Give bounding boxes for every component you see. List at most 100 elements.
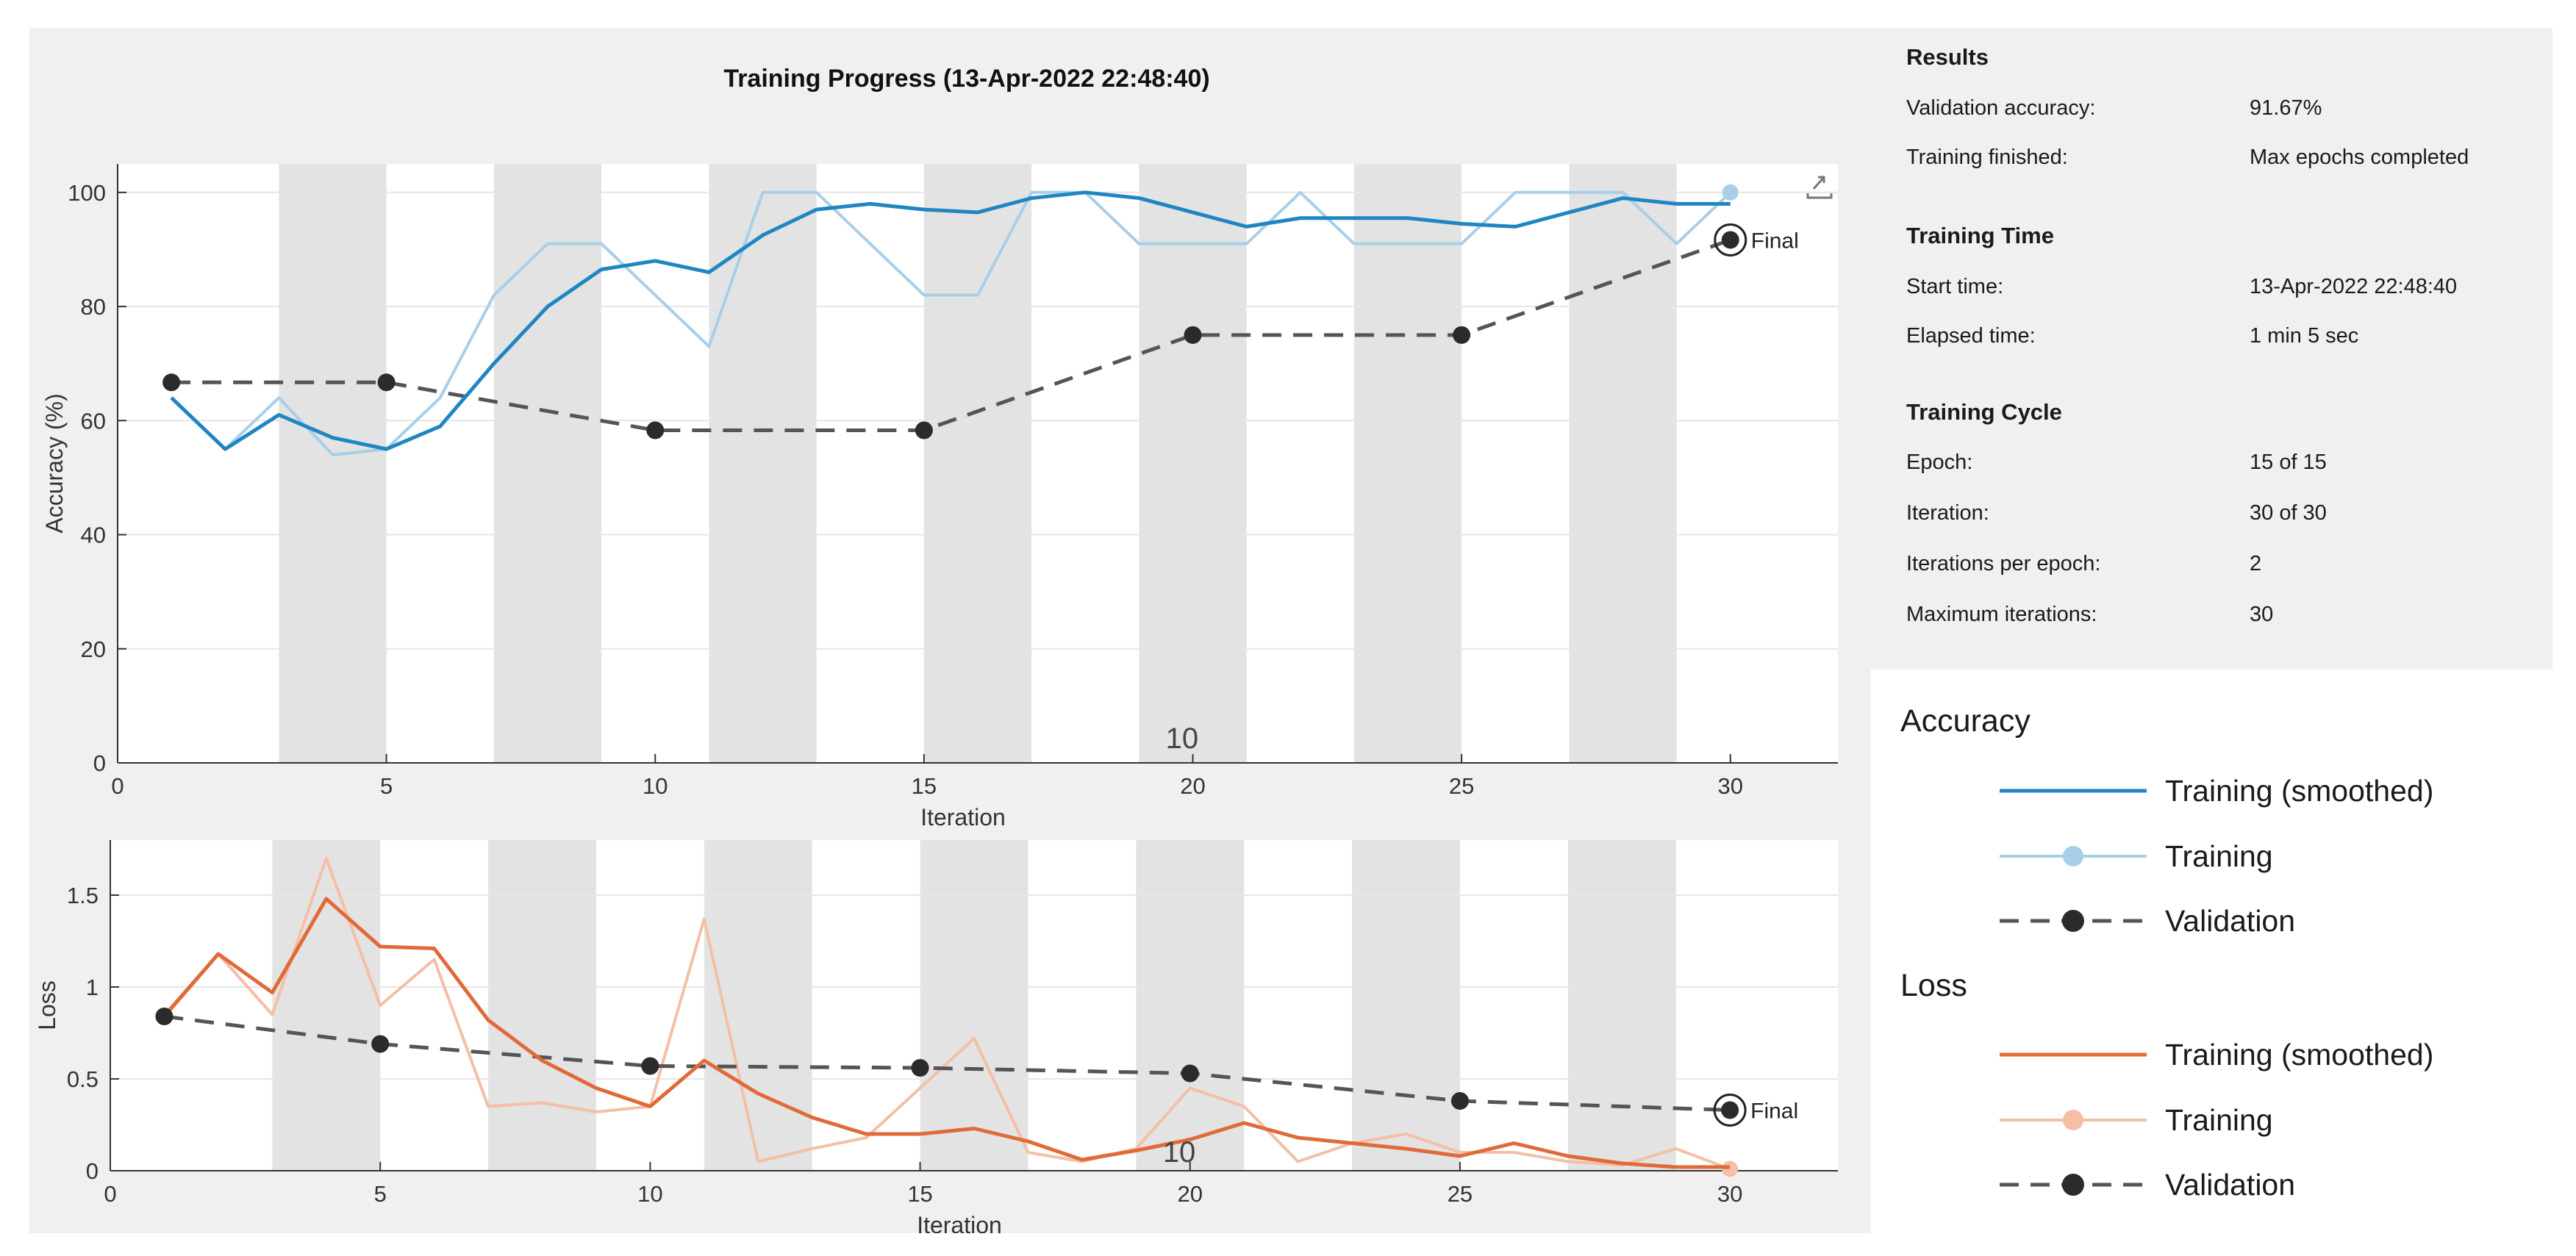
iterations-per-epoch-value: 2 xyxy=(2250,552,2261,576)
loss-x-tick-label-1: 5 xyxy=(374,1181,387,1207)
legend-accuracy-training-label: Training xyxy=(2165,839,2273,874)
loss-validation-point-6 xyxy=(1721,1102,1739,1119)
loss-epoch-band-0 xyxy=(272,840,380,1171)
accuracy-validation-point-0 xyxy=(162,373,180,391)
training-cycle-title: Training Cycle xyxy=(1906,399,2062,426)
maximum-iterations-label: Maximum iterations: xyxy=(1906,603,2097,627)
accuracy-y-tick-label-1: 20 xyxy=(81,636,106,662)
training-time-title: Training Time xyxy=(1906,223,2054,249)
loss-y-tick-label-3: 1.5 xyxy=(67,883,99,908)
accuracy-epoch-band-0 xyxy=(279,164,386,763)
accuracy-training-last-point xyxy=(1722,184,1739,201)
accuracy-annotation: 10 xyxy=(1166,722,1199,755)
legend-loss-training-swatch xyxy=(1996,1105,2150,1135)
accuracy-y-tick-label-0: 0 xyxy=(93,750,106,776)
legend-loss-smoothed-swatch xyxy=(1996,1040,2150,1069)
loss-epoch-band-2 xyxy=(704,840,812,1171)
loss-x-tick-label-3: 15 xyxy=(907,1181,932,1207)
loss-epoch-band-5 xyxy=(1352,840,1460,1171)
start-time-label: Start time: xyxy=(1906,275,2003,299)
accuracy-validation-point-2 xyxy=(646,421,664,439)
loss-y-tick-label-0: 0 xyxy=(86,1158,99,1184)
info-panel: Results Validation accuracy: 91.67% Trai… xyxy=(1871,28,2552,670)
accuracy-validation-point-1 xyxy=(378,373,396,391)
legend-loss-training-label: Training xyxy=(2165,1103,2273,1138)
iterations-per-epoch-label: Iterations per epoch: xyxy=(1906,552,2100,576)
training-progress-window: Training Progress (13-Apr-2022 22:48:40)… xyxy=(0,0,2576,1256)
accuracy-epoch-band-1 xyxy=(494,164,601,763)
loss-validation-point-4 xyxy=(1181,1065,1199,1083)
iteration-value: 30 of 30 xyxy=(2250,501,2327,525)
loss-validation-point-2 xyxy=(641,1058,659,1075)
accuracy-y-label: Accuracy (%) xyxy=(41,393,68,533)
accuracy-validation-point-4 xyxy=(1184,326,1202,344)
loss-y-label: Loss xyxy=(34,980,60,1030)
training-finished-label: Training finished: xyxy=(1906,146,2068,170)
accuracy-title: Training Progress (13-Apr-2022 22:48:40) xyxy=(723,65,1209,93)
legend-accuracy-smoothed-swatch xyxy=(1996,776,2150,805)
loss-y-tick-label-1: 0.5 xyxy=(67,1066,99,1092)
loss-y-tick-label-2: 1 xyxy=(86,975,99,1000)
training-finished-value: Max epochs completed xyxy=(2250,146,2469,170)
loss-validation-point-3 xyxy=(912,1059,929,1077)
accuracy-y-tick-label-3: 60 xyxy=(81,408,106,434)
accuracy-x-tick-label-5: 25 xyxy=(1449,773,1474,799)
epoch-value: 15 of 15 xyxy=(2250,451,2327,475)
start-time-value: 13-Apr-2022 22:48:40 xyxy=(2250,275,2457,299)
loss-final-label: Final xyxy=(1750,1099,1798,1124)
accuracy-y-tick-label-5: 100 xyxy=(68,180,106,206)
maximum-iterations-value: 30 xyxy=(2250,603,2273,627)
loss-epoch-band-1 xyxy=(488,840,596,1171)
legend-accuracy-title: Accuracy xyxy=(1900,703,2031,739)
accuracy-x-tick-label-6: 30 xyxy=(1718,773,1743,799)
loss-annotation: 10 xyxy=(1163,1136,1196,1169)
accuracy-x-label: Iteration xyxy=(920,804,1006,830)
results-title: Results xyxy=(1906,44,1989,71)
loss-x-label: Iteration xyxy=(917,1212,1002,1233)
accuracy-epoch-band-6 xyxy=(1569,164,1676,763)
legend-accuracy-smoothed-label: Training (smoothed) xyxy=(2165,774,2433,808)
accuracy-epoch-band-4 xyxy=(1139,164,1246,763)
elapsed-time-value: 1 min 5 sec xyxy=(2250,324,2358,348)
accuracy-x-tick-label-2: 10 xyxy=(643,773,668,799)
accuracy-validation-point-5 xyxy=(1453,326,1470,344)
plots-panel: Training Progress (13-Apr-2022 22:48:40)… xyxy=(29,28,1871,1233)
accuracy-validation-point-3 xyxy=(915,421,933,439)
loss-x-tick-label-2: 10 xyxy=(637,1181,662,1207)
loss-epoch-band-4 xyxy=(1136,840,1244,1171)
legend-loss-validation-swatch xyxy=(1996,1170,2150,1199)
epoch-label: Epoch: xyxy=(1906,451,1972,475)
accuracy-final-label: Final xyxy=(1751,229,1799,253)
charts-canvas: Training Progress (13-Apr-2022 22:48:40)… xyxy=(29,28,1871,1233)
accuracy-validation-point-6 xyxy=(1722,231,1739,248)
validation-accuracy-label: Validation accuracy: xyxy=(1906,96,2095,121)
loss-chart: 0 5 10 15 20 25 30 0 0.5 1 1.5 Iteration Loss Final 10 xyxy=(34,840,1838,1233)
loss-x-tick-label-0: 0 xyxy=(104,1181,116,1207)
accuracy-x-tick-label-1: 5 xyxy=(380,773,393,799)
loss-validation-point-0 xyxy=(155,1008,173,1025)
legend-accuracy-validation-swatch xyxy=(1996,906,2150,936)
legend-accuracy-training-swatch xyxy=(1996,841,2150,871)
loss-x-tick-label-5: 25 xyxy=(1448,1181,1473,1207)
accuracy-chart: Training Progress (13-Apr-2022 22:48:40)… xyxy=(41,65,1838,830)
loss-x-tick-label-4: 20 xyxy=(1178,1181,1203,1207)
accuracy-y-tick-label-4: 80 xyxy=(81,294,106,320)
loss-validation-point-1 xyxy=(371,1036,389,1053)
loss-validation-point-5 xyxy=(1451,1092,1469,1110)
accuracy-x-tick-label-0: 0 xyxy=(111,773,124,799)
legend-loss-title: Loss xyxy=(1900,968,1967,1004)
accuracy-x-tick-label-4: 20 xyxy=(1180,773,1205,799)
legend-loss-smoothed-label: Training (smoothed) xyxy=(2165,1038,2433,1072)
legend-panel: Accuracy Training (smoothed) Training Va… xyxy=(1871,670,2552,1233)
iteration-label: Iteration: xyxy=(1906,501,1989,525)
legend-loss-validation-label: Validation xyxy=(2165,1168,2295,1202)
accuracy-epoch-band-5 xyxy=(1354,164,1461,763)
accuracy-y-tick-label-2: 40 xyxy=(81,523,106,548)
loss-epoch-band-6 xyxy=(1568,840,1676,1171)
legend-accuracy-validation-label: Validation xyxy=(2165,904,2295,939)
validation-accuracy-value: 91.67% xyxy=(2250,96,2322,121)
accuracy-epoch-band-2 xyxy=(709,164,816,763)
elapsed-time-label: Elapsed time: xyxy=(1906,324,2036,348)
loss-x-tick-label-6: 30 xyxy=(1717,1181,1742,1207)
accuracy-epoch-band-3 xyxy=(924,164,1031,763)
